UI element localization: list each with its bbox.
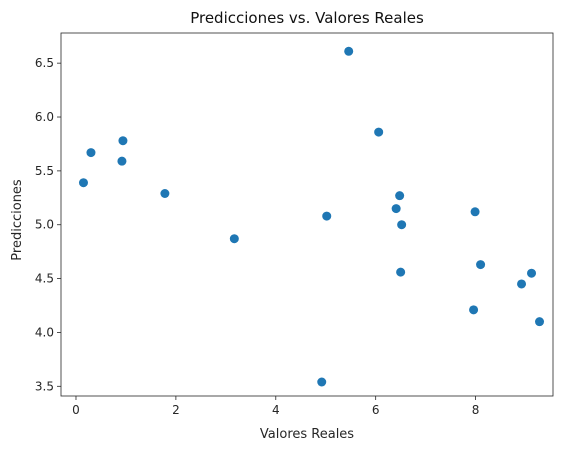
- data-point: [527, 268, 537, 278]
- x-tick-label: 4: [272, 403, 280, 417]
- y-tick-label: 6.5: [35, 56, 54, 70]
- y-axis-title: Predicciones: [10, 179, 25, 261]
- data-point: [535, 317, 545, 327]
- x-axis-title: Valores Reales: [260, 427, 354, 442]
- data-point: [517, 279, 527, 289]
- data-point: [78, 178, 88, 188]
- chart-title: Predicciones vs. Valores Reales: [190, 9, 424, 27]
- x-tick-label: 8: [472, 403, 480, 417]
- data-point: [117, 156, 127, 166]
- data-point: [374, 127, 384, 137]
- x-tick-label: 6: [372, 403, 380, 417]
- data-point: [391, 204, 401, 214]
- data-point: [322, 211, 332, 221]
- y-tick-label: 4.5: [35, 272, 54, 286]
- data-point: [317, 377, 327, 387]
- plot-background: [61, 33, 553, 396]
- plot-frame: [60, 32, 554, 397]
- data-point: [344, 46, 354, 56]
- data-point: [229, 234, 239, 244]
- x-tick-label: 0: [72, 403, 80, 417]
- data-point: [395, 191, 405, 201]
- data-point: [470, 207, 480, 217]
- data-point: [476, 260, 486, 270]
- data-point: [86, 148, 96, 158]
- data-point: [160, 188, 170, 198]
- plot-area: 0 2 4 6 8 3.5 4.0 4.5 5.0 5.5 6.0 6.5: [35, 32, 554, 417]
- y-tick-label: 3.5: [35, 379, 54, 393]
- data-point: [397, 220, 407, 230]
- y-tick-label: 4.0: [35, 325, 54, 339]
- y-tick-label: 6.0: [35, 110, 54, 124]
- x-tick-label: 2: [172, 403, 180, 417]
- y-tick-label: 5.0: [35, 218, 54, 232]
- data-point: [118, 136, 128, 146]
- y-tick-label: 5.5: [35, 164, 54, 178]
- data-point: [469, 305, 479, 315]
- data-point: [396, 267, 406, 277]
